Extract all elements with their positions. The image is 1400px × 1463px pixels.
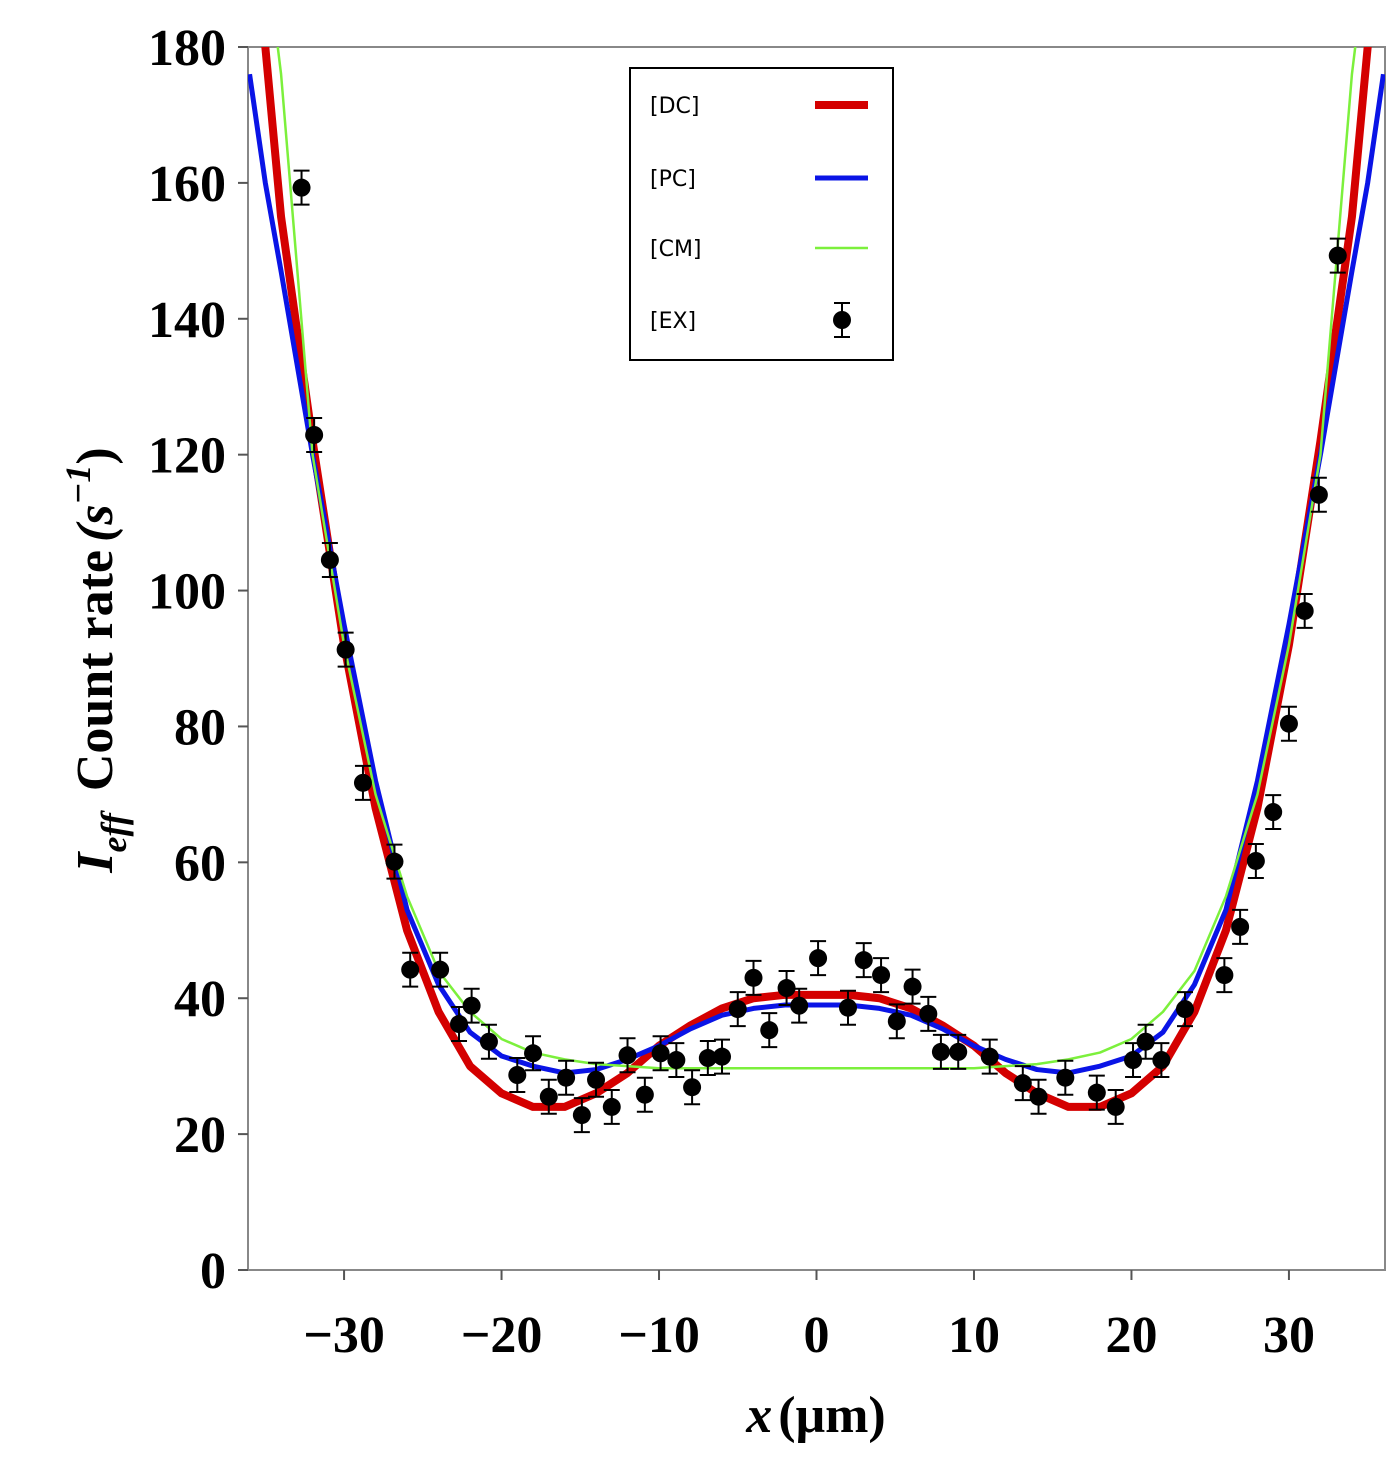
y-tick-label: 160: [148, 156, 226, 213]
legend-label: [CM]: [650, 237, 702, 262]
data-point: [385, 852, 404, 871]
y-tick-label: 0: [200, 1243, 226, 1300]
data-point: [1136, 1032, 1155, 1051]
data-point: [602, 1097, 621, 1116]
data-point: [980, 1047, 999, 1066]
x-tick-label: −10: [618, 1307, 700, 1364]
y-label-close: ): [67, 447, 124, 464]
data-point: [777, 979, 796, 998]
data-point: [683, 1078, 702, 1097]
y-tick-label: 80: [174, 699, 226, 756]
y-label-text: Count rate: [67, 550, 124, 791]
data-point: [1264, 803, 1283, 822]
data-point: [1013, 1074, 1032, 1093]
data-point: [1295, 601, 1314, 620]
data-point: [1106, 1097, 1125, 1116]
data-point: [539, 1087, 558, 1106]
data-point: [1215, 966, 1234, 985]
data-point: [524, 1044, 543, 1063]
data-point: [1309, 485, 1328, 504]
x-axis-label: x (μm): [745, 1387, 885, 1444]
data-point: [450, 1015, 469, 1034]
data-point: [1056, 1068, 1075, 1087]
data-point: [1176, 1000, 1195, 1019]
x-tick-label: 0: [804, 1307, 830, 1364]
y-tick-label: 40: [174, 971, 226, 1028]
y-tick-label: 60: [174, 835, 226, 892]
legend-marker: [833, 311, 851, 329]
data-point: [1231, 917, 1250, 936]
data-point: [931, 1042, 950, 1061]
data-point: [1246, 851, 1265, 870]
curve: [248, 73, 1385, 1076]
data-point: [760, 1021, 779, 1040]
data-point: [320, 550, 339, 569]
data-point: [1328, 246, 1347, 265]
data-point: [1124, 1051, 1143, 1070]
curves: [248, 47, 1385, 1134]
scatter-points: [292, 169, 1347, 1134]
x-tick-label: 10: [948, 1307, 1000, 1364]
x-label-variable: x: [745, 1387, 772, 1444]
x-tick-label: 20: [1105, 1307, 1157, 1364]
data-point: [462, 996, 481, 1015]
data-point: [1087, 1083, 1106, 1102]
x-label-unit: (μm): [778, 1387, 885, 1444]
y-tick-label: 20: [174, 1107, 226, 1164]
data-point: [635, 1085, 654, 1104]
x-tick-label: −30: [303, 1307, 385, 1364]
data-point: [431, 960, 450, 979]
y-tick-label: 180: [148, 20, 226, 77]
data-point: [572, 1106, 591, 1125]
data-point: [698, 1049, 717, 1068]
y-axis-label: Ieff Count rate (s−1): [58, 447, 134, 873]
curve: [261, 47, 1372, 1111]
data-point: [809, 949, 828, 968]
data-point: [667, 1051, 686, 1070]
data-point: [557, 1068, 576, 1087]
data-point: [618, 1046, 637, 1065]
data-point: [508, 1065, 527, 1084]
legend-label: [PC]: [650, 167, 696, 192]
y-tick-label: 140: [148, 292, 226, 349]
legend-box: [629, 67, 894, 361]
data-point: [872, 966, 891, 985]
data-point: [744, 968, 763, 987]
y-label-exponent: −1: [58, 465, 98, 505]
data-point: [651, 1044, 670, 1063]
legend-label: [DC]: [650, 94, 699, 119]
data-point: [919, 1004, 938, 1023]
data-point: [587, 1070, 606, 1089]
data-point: [854, 951, 873, 970]
curve: [276, 47, 1357, 1070]
data-point: [401, 960, 420, 979]
data-point: [728, 1000, 747, 1019]
y-label-symbol: I: [67, 851, 124, 874]
data-point: [1029, 1087, 1048, 1106]
y-tick-label: 120: [148, 428, 226, 485]
data-point: [903, 977, 922, 996]
data-point: [790, 996, 809, 1015]
legend-label: [EX]: [650, 309, 696, 334]
data-point: [1279, 714, 1298, 733]
data-point: [838, 998, 857, 1017]
data-point: [1152, 1051, 1171, 1070]
data-point: [305, 425, 324, 444]
data-point: [336, 640, 355, 659]
y-label-subscript: eff: [94, 810, 134, 852]
y-tick-label: 100: [148, 564, 226, 621]
data-point: [949, 1042, 968, 1061]
data-point: [887, 1012, 906, 1031]
y-label-unit: (s: [67, 504, 124, 542]
data-point: [479, 1032, 498, 1051]
data-point: [713, 1047, 732, 1066]
data-point: [292, 178, 311, 197]
x-tick-label: −20: [461, 1307, 543, 1364]
x-tick-label: 30: [1263, 1307, 1315, 1364]
data-point: [353, 773, 372, 792]
